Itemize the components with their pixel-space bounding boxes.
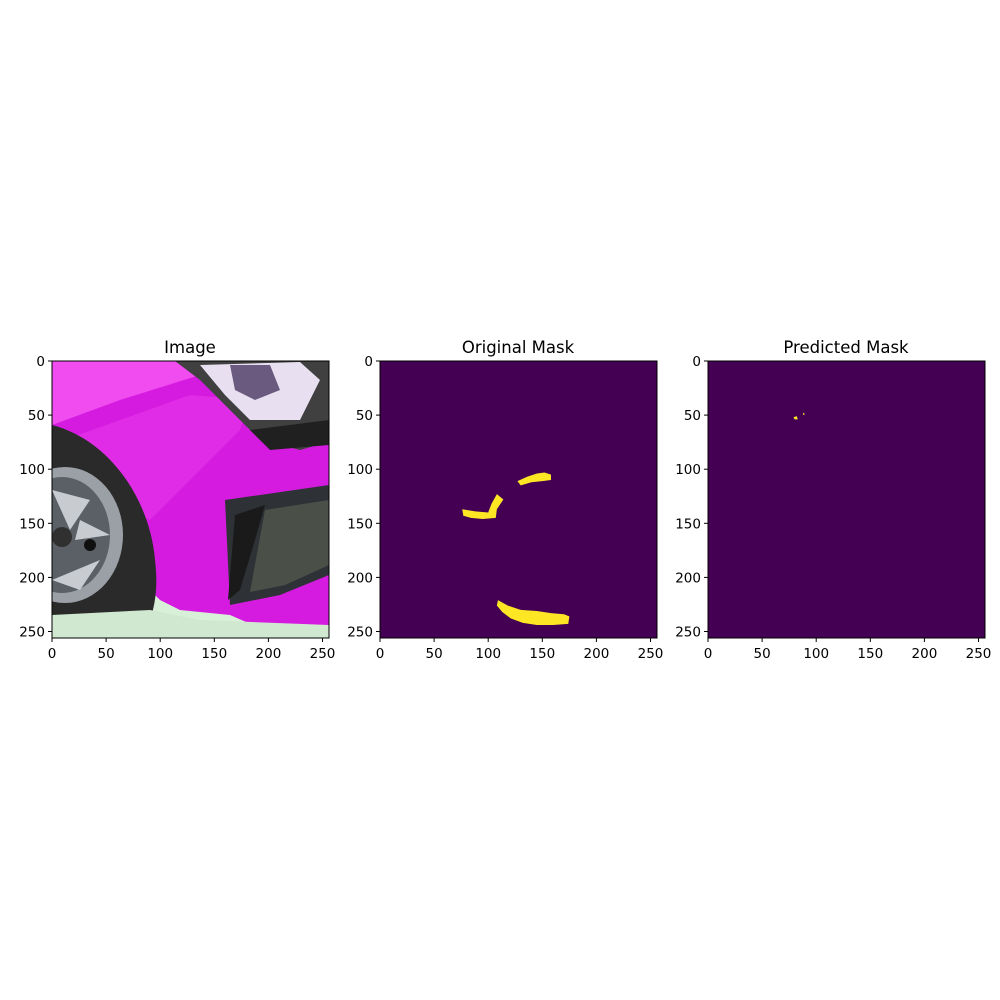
mask-region-speck-1 xyxy=(793,416,798,420)
x-tick-label: 250 xyxy=(966,646,992,662)
x-tick-label: 200 xyxy=(584,646,610,662)
y-tick-label: 200 xyxy=(675,570,701,586)
y-tick-label: 0 xyxy=(692,354,701,370)
mask-background xyxy=(708,361,985,638)
y-tick-label: 100 xyxy=(347,462,373,478)
y-tick-label: 50 xyxy=(684,408,701,424)
mask-regions xyxy=(462,472,570,626)
panel-image-title: Image xyxy=(164,338,216,357)
y-tick-label: 150 xyxy=(675,516,701,532)
x-tick-label: 250 xyxy=(638,646,664,662)
x-tick-label: 0 xyxy=(376,646,385,662)
y-tick-label: 250 xyxy=(19,625,45,641)
y-tick-label: 200 xyxy=(19,570,45,586)
panel-predicted-mask-frame xyxy=(707,360,986,639)
x-tick-label: 150 xyxy=(857,646,883,662)
y-tick-label: 50 xyxy=(28,408,45,424)
x-tick-label: 150 xyxy=(201,646,227,662)
x-tick-label: 50 xyxy=(754,646,771,662)
mask-region-speck-2 xyxy=(803,412,805,416)
x-tick-label: 200 xyxy=(912,646,938,662)
panel-predicted-mask-title: Predicted Mask xyxy=(783,338,909,357)
x-tick-label: 250 xyxy=(310,646,336,662)
x-tick-label: 100 xyxy=(475,646,501,662)
x-tick-label: 0 xyxy=(48,646,57,662)
car-photo xyxy=(52,361,329,638)
y-tick-label: 150 xyxy=(347,516,373,532)
x-tick-label: 100 xyxy=(147,646,173,662)
x-tick-label: 50 xyxy=(98,646,115,662)
panel-original-mask: Original Mask 0 50 100 150 200 25005010015020… xyxy=(347,338,663,662)
y-tick-label: 250 xyxy=(347,625,373,641)
y-tick-label: 50 xyxy=(356,408,373,424)
mask-regions xyxy=(793,412,805,420)
x-tick-label: 200 xyxy=(256,646,282,662)
panel-original-mask-title: Original Mask xyxy=(462,338,575,357)
x-tick-label: 0 xyxy=(704,646,713,662)
x-tick-label: 50 xyxy=(426,646,443,662)
y-tick-label: 0 xyxy=(36,354,45,370)
x-tick-label: 100 xyxy=(803,646,829,662)
y-tick-label: 200 xyxy=(347,570,373,586)
mask-background xyxy=(380,361,657,638)
y-tick-label: 150 xyxy=(19,516,45,532)
y-tick-label: 100 xyxy=(675,462,701,478)
y-tick-label: 0 xyxy=(364,354,373,370)
mask-region-region-bottom xyxy=(496,600,570,626)
panel-predicted-mask: Predicted Mask 0 50 100 150 200 2500501001502… xyxy=(675,338,991,662)
mask-region-region-top-right xyxy=(517,472,551,486)
y-tick-label: 100 xyxy=(19,462,45,478)
mask-region-region-left-hook xyxy=(462,494,504,519)
panel-image-frame xyxy=(51,360,330,639)
panel-original-mask-frame xyxy=(379,360,658,639)
x-tick-label: 150 xyxy=(529,646,555,662)
y-tick-label: 250 xyxy=(675,625,701,641)
